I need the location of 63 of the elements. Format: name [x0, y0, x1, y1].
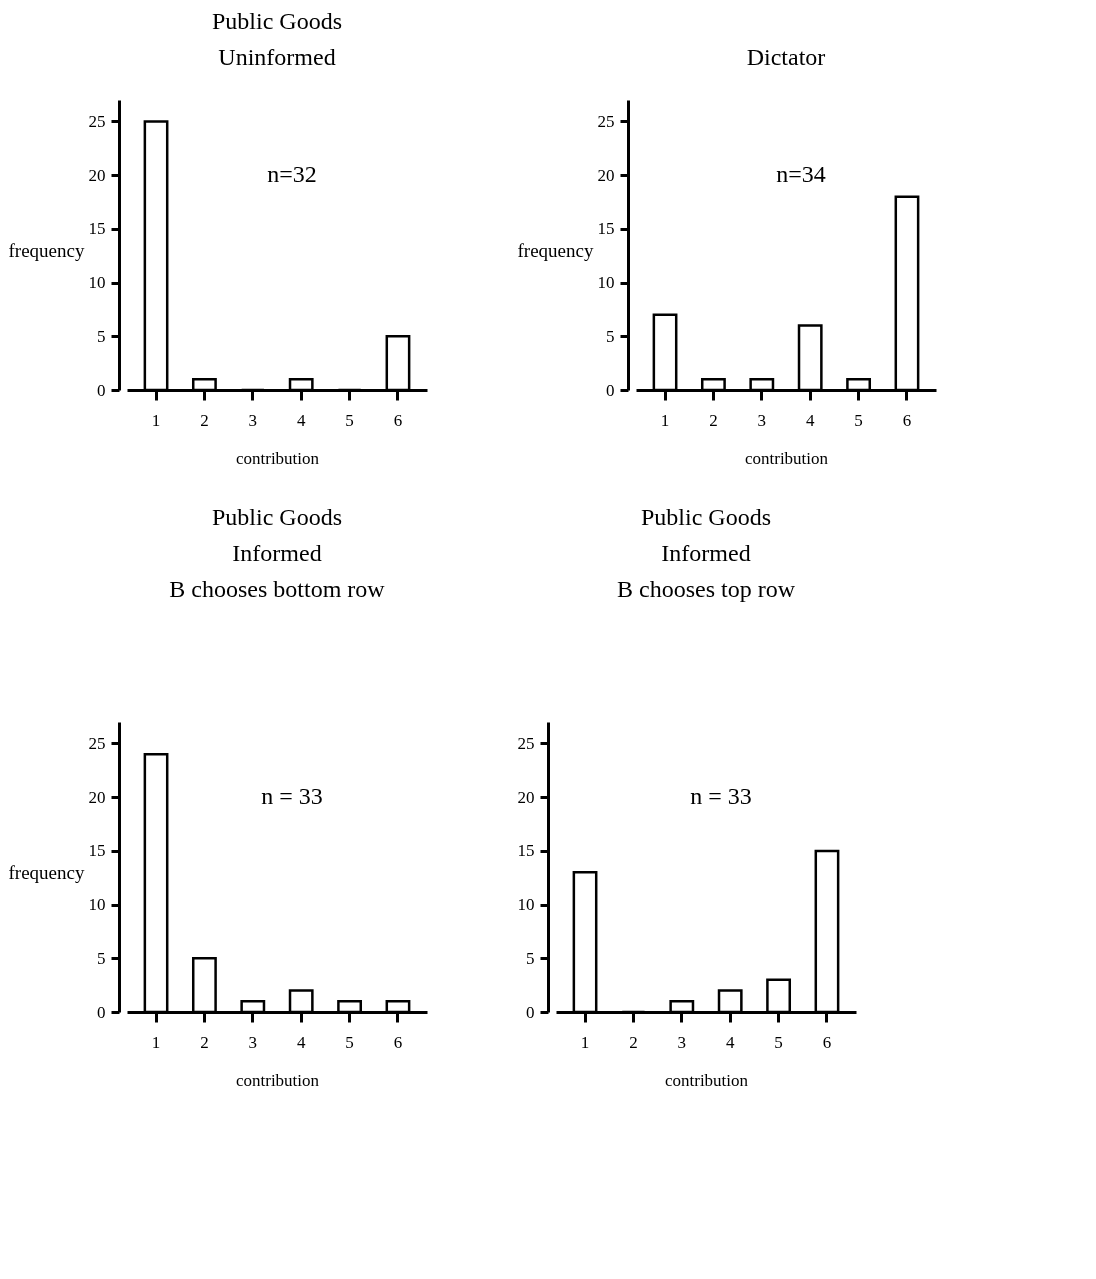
y-tick-label: 0 [606, 380, 615, 400]
y-tick-label: 25 [597, 111, 615, 131]
x-tick-label: 5 [854, 410, 863, 430]
y-axis-title: frequency [517, 239, 594, 261]
y-tick-label: 10 [88, 273, 106, 293]
y-axis-title: frequency [8, 861, 85, 883]
x-tick-label: 5 [774, 1032, 783, 1052]
y-tick-label: 20 [88, 165, 106, 185]
x-tick-label: 1 [151, 1032, 161, 1052]
x-axis-title: contribution [664, 1070, 749, 1090]
x-tick-label: 1 [660, 410, 670, 430]
annotation: n = 33 [261, 783, 323, 810]
x-tick-label: 2 [200, 1032, 209, 1052]
y-tick-label: 15 [597, 219, 615, 239]
y-tick-label: 0 [97, 1002, 106, 1022]
x-axis-title: contribution [235, 448, 320, 468]
y-tick-label: 20 [88, 787, 106, 807]
x-tick-label: 4 [296, 1032, 306, 1052]
x-tick-label: 3 [757, 410, 767, 430]
x-tick-label: 6 [393, 410, 403, 430]
y-tick-label: 5 [606, 326, 615, 346]
y-tick-label: 5 [526, 948, 535, 968]
x-tick-label: 4 [296, 410, 306, 430]
y-tick-label: 25 [88, 733, 106, 753]
x-tick-label: 1 [151, 410, 161, 430]
chart-title: Dictator [746, 44, 826, 70]
chart-title: Public Goods Informed B chooses top row [617, 504, 796, 602]
annotation: n=34 [776, 161, 826, 188]
y-axis-title: frequency [8, 239, 85, 261]
y-tick-label: 15 [88, 841, 106, 861]
x-axis-title: contribution [744, 448, 829, 468]
x-tick-label: 2 [709, 410, 718, 430]
x-tick-label: 6 [822, 1032, 832, 1052]
y-tick-label: 0 [526, 1002, 535, 1022]
x-tick-label: 2 [200, 410, 209, 430]
x-tick-label: 5 [345, 1032, 354, 1052]
x-tick-label: 5 [345, 410, 354, 430]
y-tick-label: 15 [517, 841, 535, 861]
annotation: n = 33 [690, 783, 752, 810]
annotation: n=32 [267, 161, 317, 188]
y-tick-label: 15 [88, 219, 106, 239]
y-tick-label: 10 [597, 273, 615, 293]
y-tick-label: 10 [517, 895, 535, 915]
x-tick-label: 6 [393, 1032, 403, 1052]
y-tick-label: 0 [97, 380, 106, 400]
x-axis-title: contribution [235, 1070, 320, 1090]
x-tick-label: 3 [248, 1032, 258, 1052]
y-tick-label: 5 [97, 948, 106, 968]
y-tick-label: 5 [97, 326, 106, 346]
x-tick-label: 1 [580, 1032, 590, 1052]
y-tick-label: 25 [517, 733, 535, 753]
x-tick-label: 2 [629, 1032, 638, 1052]
x-tick-label: 4 [725, 1032, 735, 1052]
x-tick-label: 6 [902, 410, 912, 430]
y-tick-label: 20 [597, 165, 615, 185]
x-tick-label: 4 [805, 410, 815, 430]
x-tick-label: 3 [248, 410, 258, 430]
y-tick-label: 10 [88, 895, 106, 915]
x-tick-label: 3 [677, 1032, 687, 1052]
y-tick-label: 25 [88, 111, 106, 131]
chart-title: Public Goods Uninformed [211, 8, 343, 70]
y-tick-label: 20 [517, 787, 535, 807]
chart-title: Public Goods Informed B chooses bottom row [169, 504, 386, 602]
